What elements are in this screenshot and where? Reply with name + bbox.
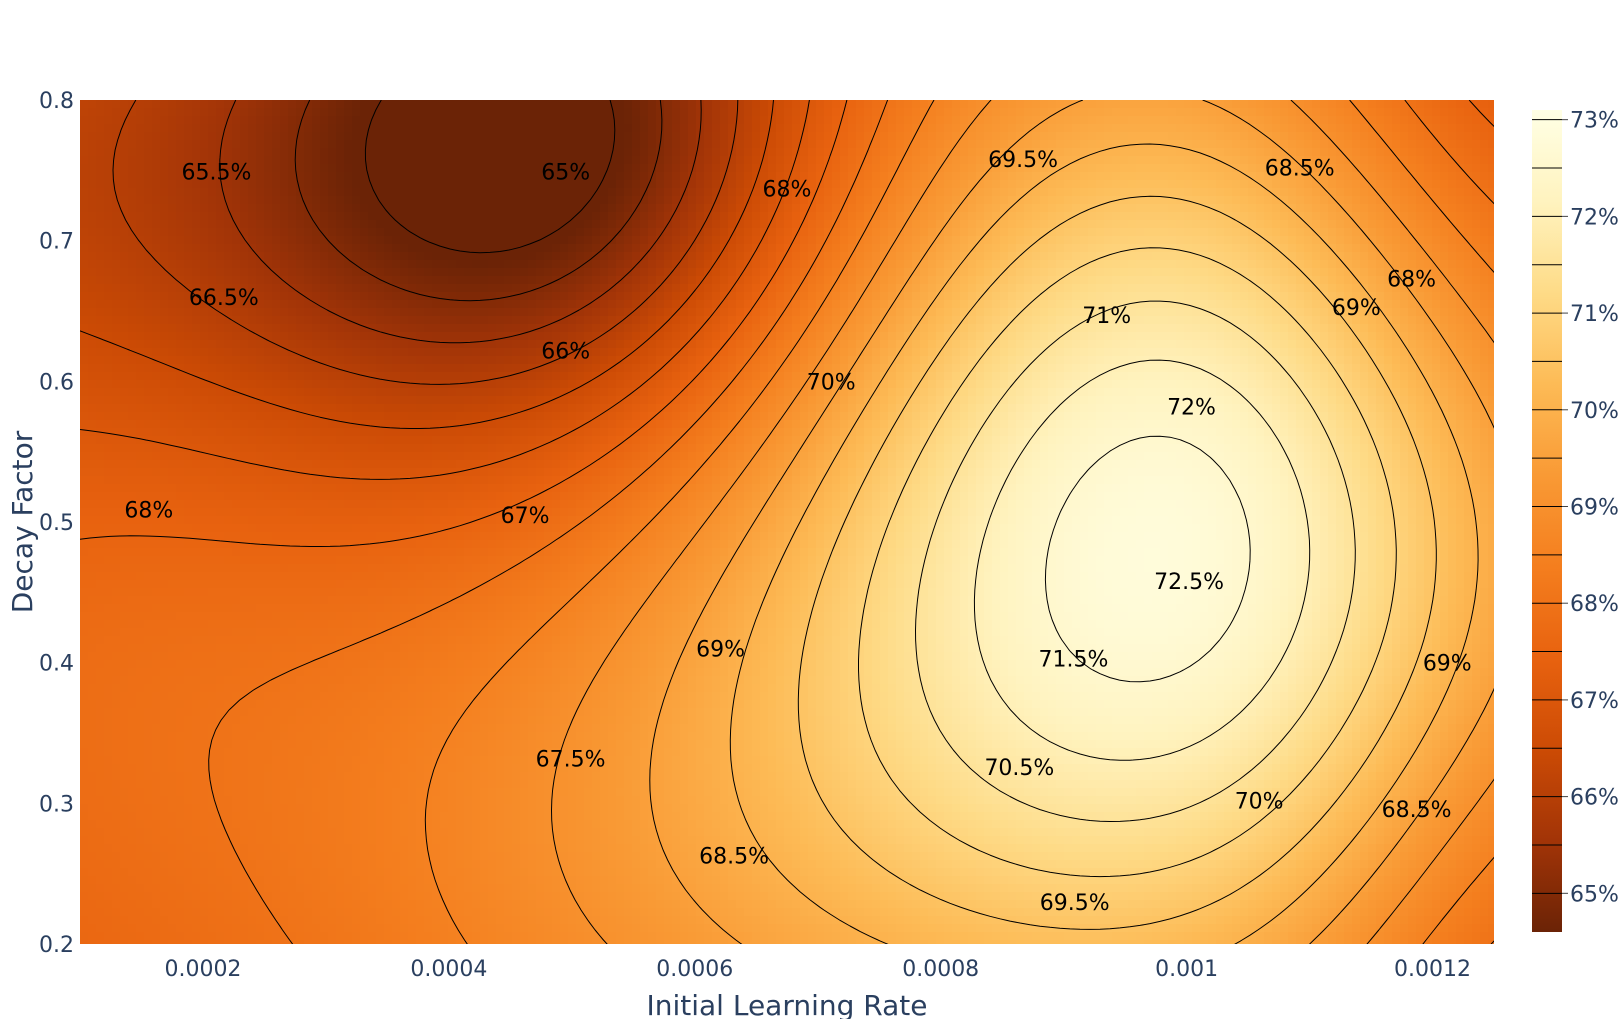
contour-line <box>729 143 1479 944</box>
contour-label: 68.5% <box>699 844 769 869</box>
x-tick-label: 0.0008 <box>902 957 979 982</box>
y-tick-label: 0.2 <box>39 933 74 958</box>
x-tick-label: 0.0006 <box>656 957 733 982</box>
contour-line <box>797 195 1437 930</box>
colorbar: 65% 66% 67% 68% 69% 70% 71% 72% 73% <box>1532 109 1619 932</box>
x-axis-ticks: 0.0002 0.0004 0.0006 0.0008 0.001 0.0012 <box>164 957 1471 982</box>
contour-line <box>112 100 739 385</box>
colorbar-gradient <box>1532 110 1562 932</box>
colorbar-tick-label: 70% <box>1570 399 1619 424</box>
x-tick-label: 0.0012 <box>1394 957 1471 982</box>
colorbar-tick-label: 67% <box>1570 689 1619 714</box>
y-tick-label: 0.7 <box>39 230 74 255</box>
contour-line <box>424 100 1494 944</box>
contour-line <box>1044 435 1251 683</box>
y-tick-label: 0.8 <box>39 89 74 114</box>
contour-label: 69.5% <box>1040 891 1110 916</box>
contour-label: 69% <box>696 638 745 663</box>
y-tick-label: 0.5 <box>39 511 74 536</box>
contour-label: 70% <box>807 370 856 395</box>
contour-line <box>649 100 1494 944</box>
y-tick-label: 0.6 <box>39 370 74 395</box>
contour-line <box>858 247 1397 878</box>
contour-label: 67% <box>501 504 550 529</box>
contour-label: 68% <box>1387 268 1436 293</box>
contour-label: 66.5% <box>189 286 259 311</box>
contour-label: 71.5% <box>1039 647 1109 672</box>
contour-label: 65% <box>541 161 590 186</box>
x-tick-label: 0.001 <box>1155 957 1218 982</box>
contour-label: 65.5% <box>182 161 252 186</box>
contour-line <box>80 100 774 429</box>
contour-label: 70% <box>1235 790 1284 815</box>
colorbar-ticks: 65% 66% 67% 68% 69% 70% 71% 72% 73% <box>1562 109 1619 907</box>
contour-label: 68% <box>763 178 812 203</box>
contour-line <box>364 100 616 254</box>
contour-label: 66% <box>541 339 590 364</box>
x-tick-label: 0.0004 <box>410 957 487 982</box>
colorbar-tick-label: 69% <box>1570 495 1619 520</box>
contour-label: 71% <box>1082 304 1131 329</box>
contour-line <box>208 100 1494 944</box>
contour-line <box>551 100 1494 944</box>
contour-label: 72.5% <box>1154 570 1224 595</box>
contour-label: 68.5% <box>1265 157 1335 182</box>
contour-label: 68.5% <box>1382 798 1452 823</box>
contour-line <box>973 359 1311 761</box>
x-axis-title: Initial Learning Rate <box>646 989 927 1019</box>
contour-line <box>219 100 702 344</box>
colorbar-tick-label: 68% <box>1570 592 1619 617</box>
contour-line <box>80 100 1494 547</box>
y-tick-label: 0.4 <box>39 652 74 677</box>
contour-label: 72% <box>1167 396 1216 421</box>
contour-label: 70.5% <box>984 756 1054 781</box>
y-axis-ticks: 0.2 0.3 0.4 0.5 0.6 0.7 0.8 <box>39 89 74 958</box>
x-tick-label: 0.0002 <box>164 957 241 982</box>
heatmap-area <box>80 100 1494 944</box>
contour-lines <box>80 100 1494 944</box>
contour-line <box>294 100 663 302</box>
colorbar-tick-label: 72% <box>1570 205 1619 230</box>
contour-labels: 65% 65.5% 66% 66.5% 67% 67.5% 68% 68% 68% 68.5% 68… <box>124 148 1471 916</box>
colorbar-tick-label: 71% <box>1570 302 1619 327</box>
y-axis-title: Decay Factor <box>6 430 39 613</box>
contour-label: 68% <box>124 498 173 523</box>
colorbar-tick-label: 73% <box>1570 109 1619 134</box>
colorbar-level-lines <box>1532 119 1562 894</box>
contour-label: 69% <box>1332 296 1381 321</box>
colorbar-tick-label: 65% <box>1570 882 1619 907</box>
contour-line <box>80 100 810 480</box>
contour-label: 67.5% <box>536 747 606 772</box>
colorbar-tick-label: 66% <box>1570 786 1619 811</box>
contour-label: 69.5% <box>988 148 1058 173</box>
contour-label: 69% <box>1423 652 1472 677</box>
y-tick-label: 0.3 <box>39 792 74 817</box>
contour-line <box>915 300 1356 822</box>
